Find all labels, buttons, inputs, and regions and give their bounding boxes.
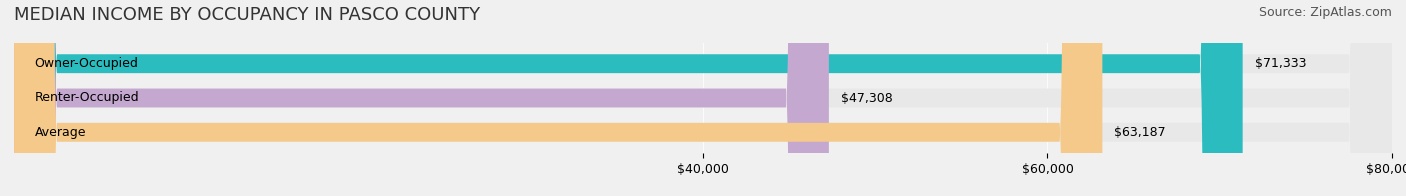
FancyBboxPatch shape bbox=[14, 0, 1243, 196]
FancyBboxPatch shape bbox=[14, 0, 830, 196]
Text: $47,308: $47,308 bbox=[841, 92, 893, 104]
Text: MEDIAN INCOME BY OCCUPANCY IN PASCO COUNTY: MEDIAN INCOME BY OCCUPANCY IN PASCO COUN… bbox=[14, 6, 481, 24]
Text: Renter-Occupied: Renter-Occupied bbox=[35, 92, 139, 104]
Text: Average: Average bbox=[35, 126, 86, 139]
Text: Owner-Occupied: Owner-Occupied bbox=[35, 57, 139, 70]
Text: Source: ZipAtlas.com: Source: ZipAtlas.com bbox=[1258, 6, 1392, 19]
FancyBboxPatch shape bbox=[14, 0, 1392, 196]
Text: $63,187: $63,187 bbox=[1115, 126, 1166, 139]
Text: $71,333: $71,333 bbox=[1254, 57, 1306, 70]
FancyBboxPatch shape bbox=[14, 0, 1102, 196]
FancyBboxPatch shape bbox=[14, 0, 1392, 196]
FancyBboxPatch shape bbox=[14, 0, 1392, 196]
